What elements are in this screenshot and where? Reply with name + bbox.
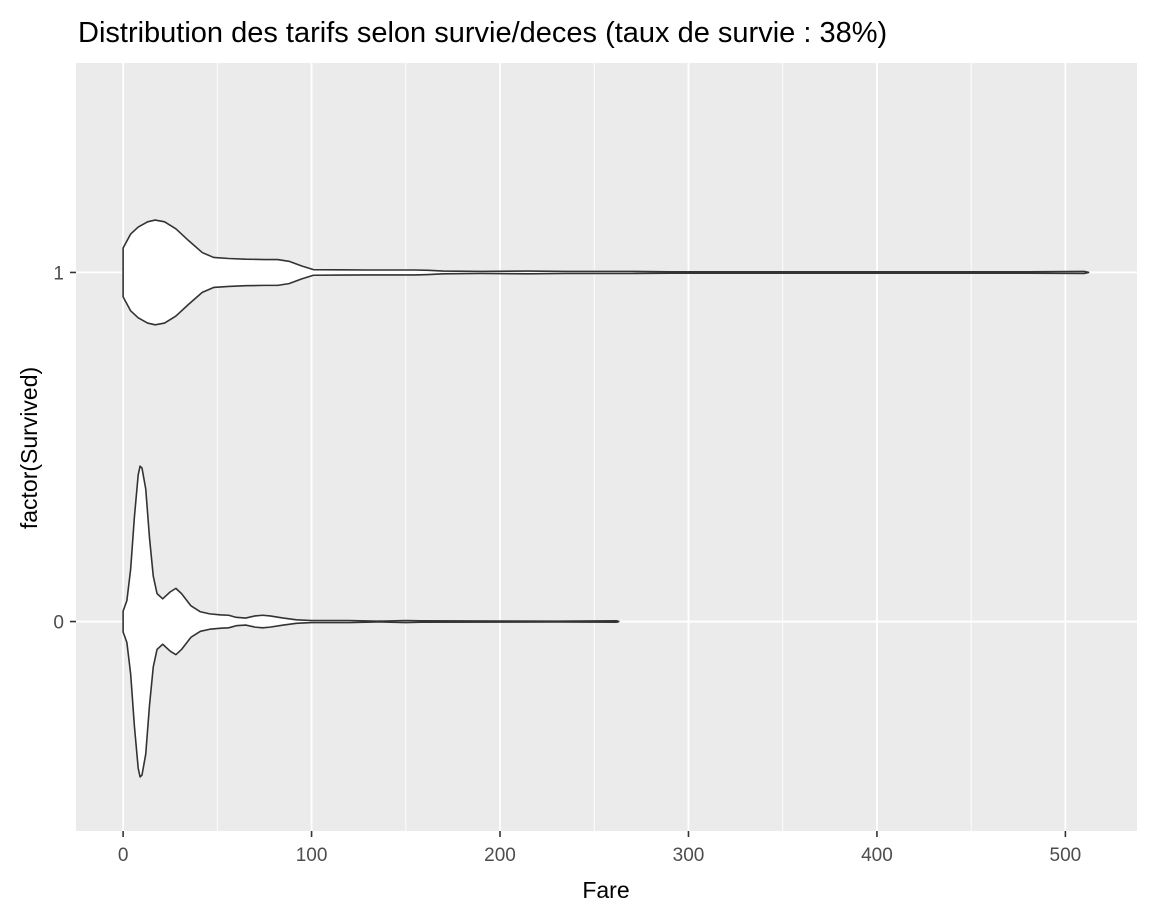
x-tick-label: 100 <box>296 845 328 866</box>
x-tick-label: 400 <box>861 845 893 866</box>
x-tick-label: 0 <box>118 845 129 866</box>
minor-gridlines <box>216 63 972 831</box>
x-tick-label: 200 <box>484 845 516 866</box>
x-tick-label: 300 <box>673 845 705 866</box>
violin-survived-0 <box>122 465 620 778</box>
x-tick-label: 500 <box>1050 845 1082 866</box>
x-axis-title: Fare <box>582 877 629 903</box>
violin-layer <box>122 219 1090 778</box>
y-axis-title: factor(Survived) <box>16 367 42 529</box>
y-tick-label: 0 <box>53 613 64 634</box>
x-axis-ticks: 0 100 200 300 400 500 <box>118 831 1081 866</box>
y-tick-label: 1 <box>53 263 64 284</box>
y-axis-ticks: 01 <box>53 263 76 634</box>
chart-title: Distribution des tarifs selon survie/dec… <box>78 17 887 49</box>
plot-panel <box>76 63 1137 831</box>
violin-survived-1 <box>122 219 1090 326</box>
